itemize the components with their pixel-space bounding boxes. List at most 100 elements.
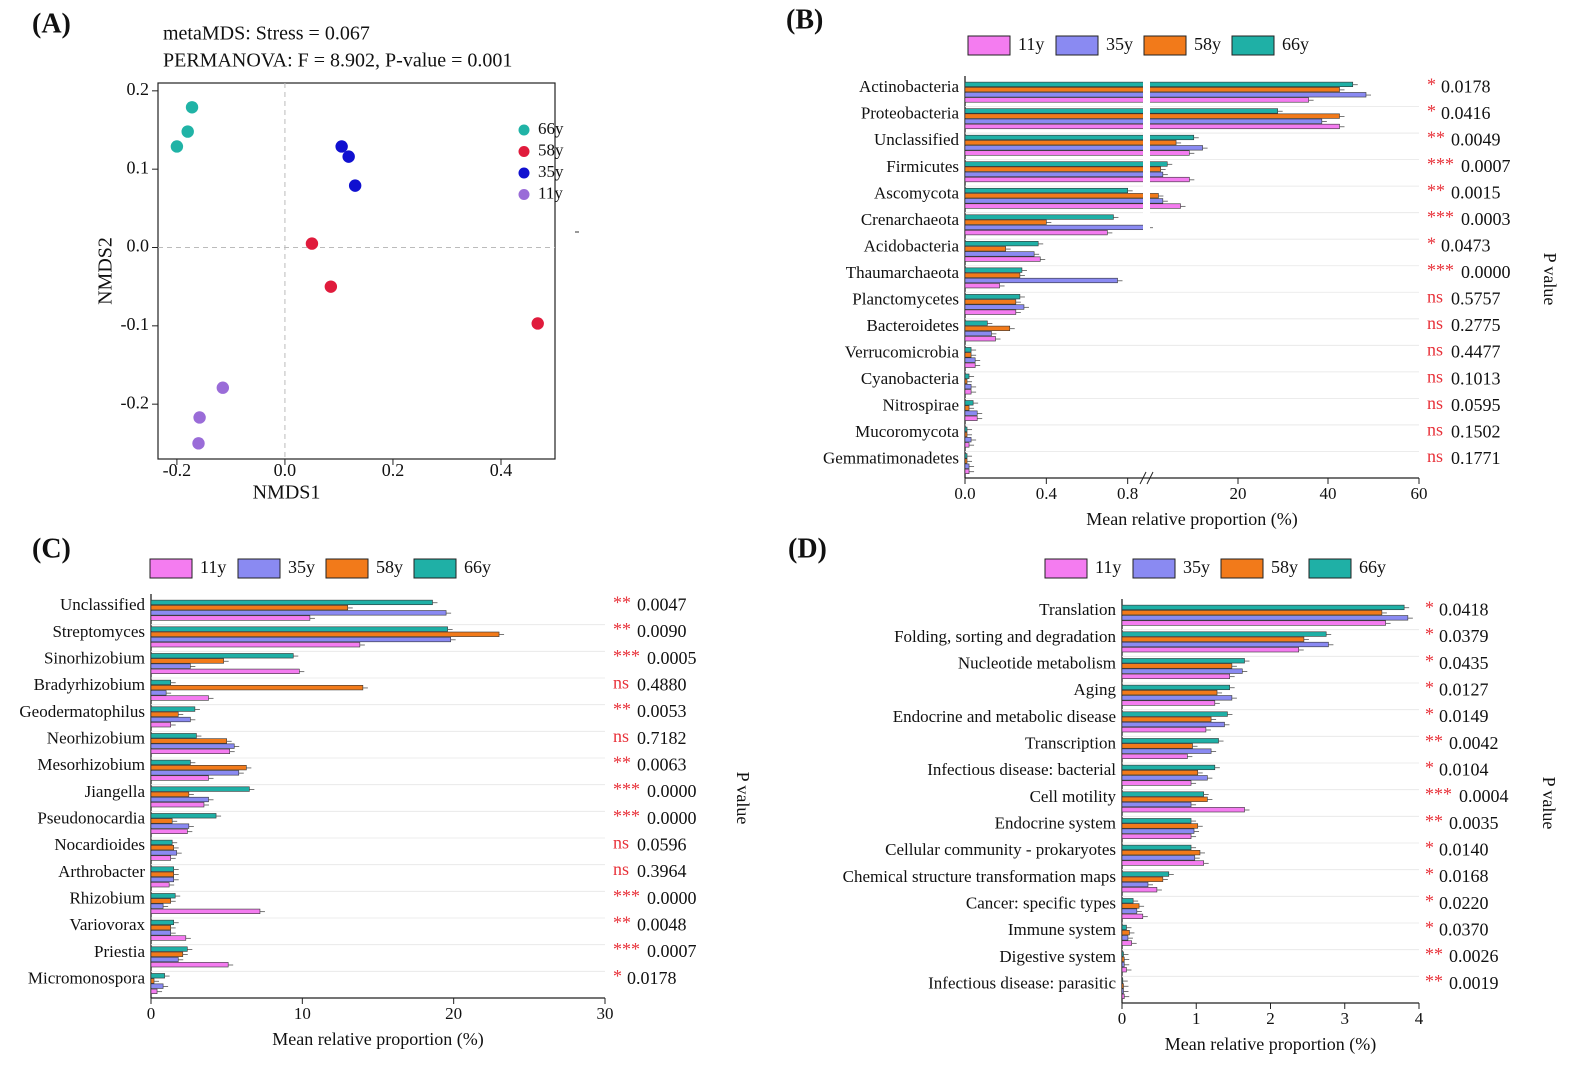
y-tick-label-a: 0.0 — [127, 236, 150, 256]
legend-label-58y: 58y — [538, 140, 564, 159]
significance-marker: *** — [613, 806, 640, 826]
bar-58y — [1121, 903, 1140, 909]
bar-58y — [150, 818, 173, 824]
legend-swatch-11y — [967, 35, 1011, 56]
significance-marker: ** — [613, 699, 631, 719]
p-value-label: 0.0007 — [647, 941, 697, 961]
bar-66y — [1121, 871, 1170, 877]
x-tick-label: 30 — [597, 1004, 614, 1023]
significance-marker: ns — [1427, 313, 1443, 333]
y-axis-label-a: NMDS2 — [95, 237, 117, 305]
bar-11y — [150, 935, 187, 941]
p-value-label: 0.0053 — [637, 701, 687, 721]
bar-11y — [1121, 647, 1300, 653]
significance-marker: * — [1425, 757, 1434, 777]
bar-58y — [1121, 823, 1199, 829]
bar-58y — [1121, 636, 1305, 642]
legend-label-11y: 11y — [1095, 557, 1121, 577]
bar-11y — [964, 256, 1041, 262]
bar-11y — [1121, 807, 1245, 813]
bar-66y — [964, 294, 1021, 300]
significance-marker: ns — [613, 726, 629, 746]
p-value-label: 0.0003 — [1461, 209, 1511, 229]
x-axis-label-a: NMDS1 — [253, 482, 321, 504]
category-label: Nitrospirae — [883, 396, 959, 415]
bar-58y — [964, 272, 1021, 278]
bar-66y — [150, 759, 191, 766]
significance-marker: ** — [613, 592, 631, 612]
bar-35y — [1121, 881, 1149, 888]
x-tick-label: 0.0 — [954, 484, 975, 503]
bar-66y — [1121, 978, 1124, 984]
bar-11y — [1121, 887, 1158, 893]
bar-11y — [964, 176, 1190, 183]
bar-58y — [964, 458, 968, 464]
scatter-point-66y — [185, 101, 199, 114]
significance-marker: ** — [613, 619, 631, 639]
category-label: Mesorhizobium — [37, 755, 145, 774]
plot-frame-a — [157, 82, 556, 460]
bar-35y — [150, 636, 451, 643]
bar-58y — [150, 898, 171, 904]
bar-35y — [150, 876, 175, 883]
significance-marker: *** — [1427, 154, 1454, 174]
p-value-label: 0.0416 — [1441, 103, 1491, 123]
bar-58y — [964, 113, 1340, 119]
bar-58y — [150, 871, 175, 877]
x-tick-label-a: 0.0 — [274, 460, 297, 480]
p-value-label: 0.0418 — [1439, 599, 1489, 619]
bar-66y — [1121, 604, 1405, 611]
category-label: Bradyrhizobium — [34, 675, 145, 694]
bar-58y — [150, 791, 190, 797]
bar-11y — [1121, 833, 1192, 839]
bar-66y — [1121, 924, 1127, 931]
bar-66y — [964, 134, 1195, 141]
bar-35y — [964, 277, 1118, 284]
significance-marker: ns — [1427, 419, 1443, 439]
x-tick-label: 2 — [1266, 1009, 1275, 1028]
bar-58y — [1121, 770, 1199, 776]
p-value-label: 0.0090 — [637, 621, 687, 641]
significance-marker: *** — [613, 939, 640, 959]
significance-marker: * — [1427, 101, 1436, 121]
p-value-label: 0.0063 — [637, 754, 687, 774]
bar-58y — [964, 405, 970, 411]
bar-66y — [150, 919, 175, 926]
p-value-label: 0.0048 — [637, 914, 687, 934]
bar-11y — [150, 722, 171, 728]
legend-marker-35y — [518, 167, 530, 179]
p-value-label: 0.5757 — [1451, 289, 1501, 309]
bar-35y — [1121, 721, 1225, 728]
significance-marker: *** — [613, 779, 640, 799]
category-label: Micromonospora — [28, 969, 146, 988]
significance-marker: ** — [613, 752, 631, 772]
bar-66y — [964, 214, 1114, 220]
category-label: Firmicutes — [886, 157, 959, 176]
legend-label-58y: 58y — [1194, 34, 1221, 54]
legend-swatch-11y — [1044, 558, 1088, 579]
category-label: Jiangella — [85, 782, 146, 801]
p-value-label: 0.3964 — [637, 861, 687, 881]
significance-marker: * — [1425, 837, 1434, 857]
p-value-axis-title: P value — [1540, 253, 1560, 306]
significance-marker: ns — [613, 672, 629, 692]
p-value-label: 0.0000 — [647, 781, 697, 801]
x-tick-label: 10 — [294, 1004, 311, 1023]
bar-35y — [964, 198, 1164, 204]
bar-66y — [1121, 631, 1327, 637]
scatter-point-11y — [193, 411, 206, 424]
legend-swatch-11y — [149, 558, 193, 579]
scatter-point-58y — [305, 237, 319, 250]
bar-58y — [150, 711, 179, 717]
significance-marker: ns — [613, 859, 629, 879]
axis-break-gap — [1143, 78, 1150, 238]
bar-66y — [964, 320, 988, 326]
category-label: Proteobacteria — [861, 104, 960, 123]
significance-marker: ns — [1427, 393, 1443, 413]
bar-11y — [964, 389, 972, 395]
bar-66y — [964, 161, 1168, 167]
significance-marker: * — [1425, 917, 1434, 937]
significance-marker: *** — [613, 646, 640, 666]
legend-swatch-66y — [413, 558, 457, 579]
p-value-label: 0.0168 — [1439, 866, 1489, 886]
